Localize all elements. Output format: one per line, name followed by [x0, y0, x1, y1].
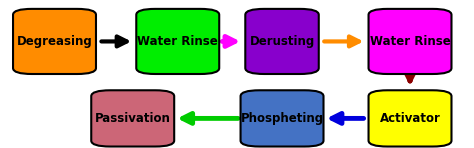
FancyBboxPatch shape [13, 9, 96, 74]
FancyBboxPatch shape [240, 90, 323, 147]
Text: Water Rinse: Water Rinse [370, 35, 450, 48]
FancyBboxPatch shape [246, 9, 319, 74]
FancyBboxPatch shape [136, 9, 219, 74]
FancyBboxPatch shape [91, 90, 174, 147]
Text: Water Rinse: Water Rinse [137, 35, 218, 48]
Text: Derusting: Derusting [249, 35, 315, 48]
Text: Phospheting: Phospheting [240, 112, 324, 125]
FancyBboxPatch shape [368, 90, 451, 147]
Text: Degreasing: Degreasing [17, 35, 92, 48]
Text: Passivation: Passivation [95, 112, 171, 125]
FancyBboxPatch shape [368, 9, 451, 74]
Text: Activator: Activator [380, 112, 440, 125]
